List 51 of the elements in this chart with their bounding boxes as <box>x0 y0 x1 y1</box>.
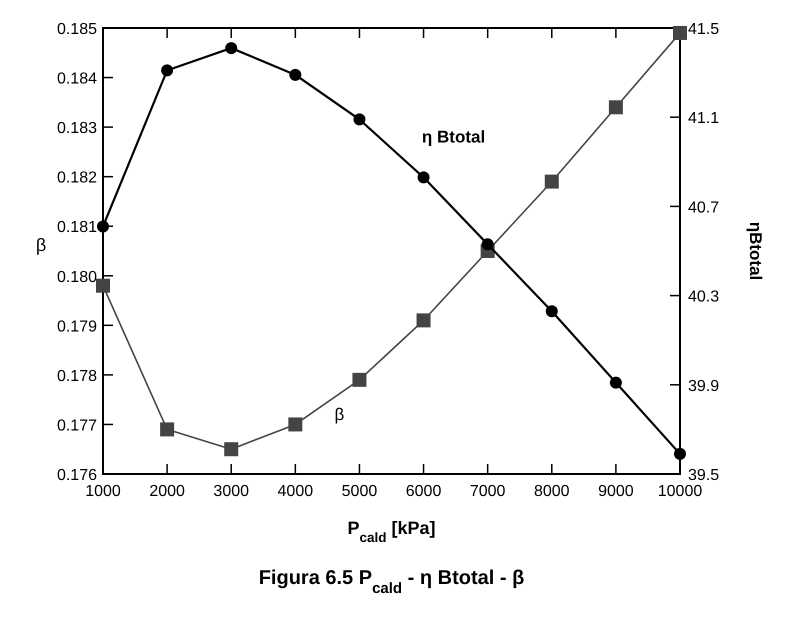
text: Figura 6.5 P$_{cald}$ - η Btotal - β <box>258 567 524 596</box>
series-label: η Btotal <box>422 127 486 146</box>
point <box>353 113 366 126</box>
y2-axis-title: ηBtotal <box>746 222 765 280</box>
point <box>416 313 431 328</box>
x-tick-label: 3000 <box>213 483 250 500</box>
point <box>546 305 558 318</box>
y-axis-title: β <box>36 235 46 255</box>
y-tick-label: 0.180 <box>56 268 98 286</box>
point <box>674 448 686 460</box>
series-label: β <box>334 404 345 424</box>
point <box>225 42 238 54</box>
x-tick-label: 9000 <box>598 483 634 500</box>
y-tick-label: 0.185 <box>56 21 98 38</box>
x-axis-title: P$_{cald}$ [kPa] <box>347 518 436 544</box>
point <box>482 238 494 250</box>
y-tick-label: 0.183 <box>56 120 98 138</box>
point <box>288 417 302 432</box>
x-tick-label: 10000 <box>658 483 702 500</box>
point <box>96 278 110 293</box>
point <box>418 171 430 184</box>
y2-tick-label: 40.7 <box>688 199 720 216</box>
point <box>161 64 174 76</box>
y-tick-label: 0.184 <box>56 70 98 88</box>
x-tick-label: 2000 <box>149 483 186 500</box>
point <box>160 422 174 436</box>
x-tick-label: 4000 <box>278 483 314 500</box>
x-tick-label: 5000 <box>342 483 378 500</box>
y2-tick-label: 40.3 <box>688 288 720 306</box>
y-tick-label: 0.176 <box>56 467 98 484</box>
point <box>97 220 109 232</box>
y2-tick-label: 39.5 <box>688 467 720 484</box>
y-tick-label: 0.177 <box>56 417 98 434</box>
y-tick-label: 0.179 <box>56 318 98 336</box>
point <box>673 26 687 40</box>
y-tick-label: 0.178 <box>56 368 98 385</box>
point <box>224 442 238 456</box>
point <box>352 372 366 387</box>
x-tick-label: 6000 <box>406 483 442 500</box>
point <box>608 100 623 114</box>
y-tick-label: 0.182 <box>56 170 98 187</box>
x-tick-label: 8000 <box>534 483 570 500</box>
y2-tick-label: 39.9 <box>688 378 720 395</box>
point <box>610 376 622 389</box>
point <box>289 68 302 81</box>
y2-tick-label: 41.1 <box>688 110 720 128</box>
x-tick-label: 1000 <box>85 483 121 500</box>
x-tick-label: 7000 <box>470 483 506 500</box>
y-tick-label: 0.181 <box>56 219 98 236</box>
y2-tick-label: 41.5 <box>688 21 720 38</box>
point <box>544 174 559 189</box>
